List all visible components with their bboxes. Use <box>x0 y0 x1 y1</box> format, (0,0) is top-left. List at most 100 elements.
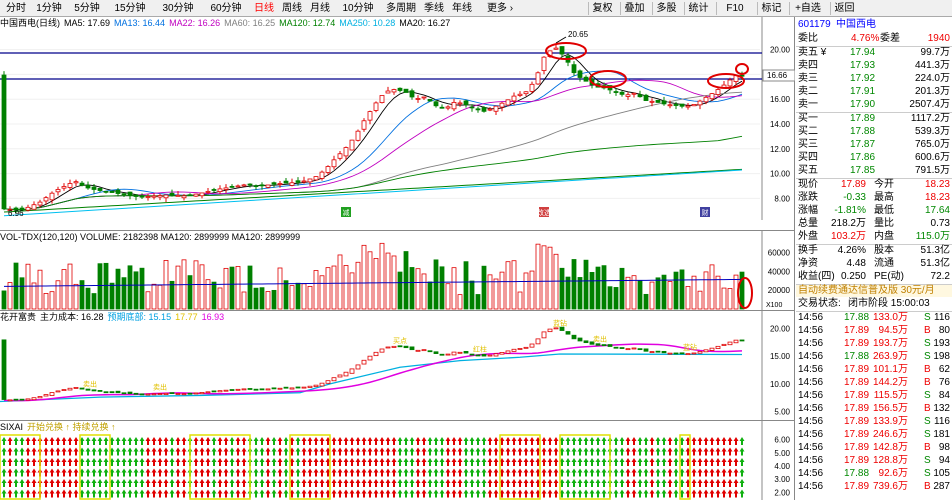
volume-chart[interactable]: 60000 40000 20000 X100 <box>0 231 795 310</box>
signal-arrow <box>739 468 745 477</box>
signal-arrow <box>553 468 559 477</box>
signal-arrow <box>409 437 415 445</box>
signal-arrow <box>103 468 109 477</box>
signal-arrow <box>259 437 265 445</box>
period-tab-5[interactable]: 60分钟 <box>210 3 242 14</box>
indicator1-candle <box>337 374 343 378</box>
signal-arrow <box>655 468 661 477</box>
candle-body <box>265 184 271 188</box>
signal-arrow <box>211 437 217 445</box>
toolbar-button-1[interactable]: 叠加 <box>620 2 648 15</box>
trade-status-value: 闭市阶段 15:00:03 <box>848 298 930 309</box>
indicator-pane-main-cost[interactable]: 20.00 15.00 10.00 5.00 卖出 卖出 买点 红柱 蓝钻 卖出 蓝钻 花开富贵 主力… <box>0 310 795 420</box>
signal-arrow <box>223 479 229 487</box>
toolbar-button-5[interactable]: 标记 <box>757 2 785 15</box>
period-tab-11[interactable]: 季线 <box>424 3 444 14</box>
kline-pane[interactable]: 20.0018.0016.0014.0012.0010.008.0016.662… <box>0 17 795 220</box>
signal-arrow <box>637 479 643 487</box>
signal-arrow <box>577 468 583 477</box>
signal-arrow <box>217 437 223 445</box>
promo-row[interactable]: 自动续费通达信普及版 30元/月 <box>796 285 952 297</box>
signal-arrow <box>583 447 589 456</box>
signal-arrow <box>739 437 745 445</box>
indicator-pane-signals[interactable]: 6.00 5.00 4.00 3.00 2.00 SIXAI 开始兑换 ↑ 持续兑换 ↑ <box>0 420 795 500</box>
tick-time: 14:56 <box>798 442 824 453</box>
signal-arrow <box>373 479 379 487</box>
highlight-circle <box>737 277 753 309</box>
period-tab-3[interactable]: 15分钟 <box>114 3 146 14</box>
candle-body <box>91 186 97 190</box>
indicator1-candle <box>595 343 601 346</box>
stat-row: 总量 218.2万 量比 0.73 <box>796 218 952 230</box>
signal-arrow <box>733 447 739 456</box>
signal-arrow <box>49 489 55 498</box>
volume-bar <box>175 265 181 310</box>
stat-value: 17.89 <box>840 179 866 190</box>
indicator1-annotation: 卖出 <box>153 383 167 392</box>
signal-arrow <box>739 458 745 466</box>
signal-arrow <box>481 468 487 477</box>
signal-arrow <box>133 489 139 498</box>
ma-line <box>3 70 743 211</box>
period-tab-7[interactable]: 周线 <box>282 3 302 14</box>
signal-arrow <box>157 479 163 487</box>
period-tab-13[interactable]: 更多 › <box>486 3 514 14</box>
period-tab-2[interactable]: 5分钟 <box>74 3 100 14</box>
signal-arrow <box>379 479 385 487</box>
signal-arrow <box>145 437 151 445</box>
signal-arrow <box>127 458 133 466</box>
signal-arrow <box>361 437 367 445</box>
signal-arrow <box>277 468 283 477</box>
signal-arrow <box>625 479 631 487</box>
indicator1-candle <box>97 390 103 392</box>
indicator1-candle <box>541 331 547 339</box>
period-tab-9[interactable]: 10分钟 <box>342 3 374 14</box>
volume-bar <box>271 289 277 310</box>
period-tab-8[interactable]: 月线 <box>310 3 330 14</box>
signal-arrow <box>67 437 73 445</box>
period-tab-10[interactable]: 多周期 <box>386 3 416 14</box>
divider <box>796 244 952 245</box>
signal-arrow <box>43 468 49 477</box>
candle-body <box>1 74 7 210</box>
toolbar-button-7[interactable]: 返回 <box>830 2 858 15</box>
period-tab-1[interactable]: 1分钟 <box>36 3 62 14</box>
period-tab-6[interactable]: 日线 <box>254 3 274 14</box>
volume-bar <box>127 265 133 310</box>
signal-chart[interactable]: 6.00 5.00 4.00 3.00 2.00 <box>0 421 795 500</box>
period-tab-4[interactable]: 30分钟 <box>162 3 194 14</box>
signal-arrow <box>643 468 649 477</box>
tick-price: 17.89 <box>844 325 870 336</box>
volume-bar <box>457 294 463 310</box>
indicator1-candle <box>325 380 331 384</box>
signal-arrow <box>97 447 103 456</box>
volume-bar <box>523 272 529 310</box>
candle-body <box>73 181 79 184</box>
tick-side: B <box>924 403 931 414</box>
stat-row: 收益(四) 0.250 PE(动) 72.2 <box>796 271 952 283</box>
toolbar-button-0[interactable]: 复权 <box>588 2 616 15</box>
toolbar-button-4[interactable]: F10 <box>716 2 753 15</box>
toolbar-button-2[interactable]: 多股 <box>652 2 680 15</box>
period-tab-0[interactable]: 分时 <box>6 3 26 14</box>
period-tab-12[interactable]: 年线 <box>452 3 472 14</box>
toolbar-button-3[interactable]: 统计 <box>684 2 712 15</box>
kline-chart[interactable]: 20.0018.0016.0014.0012.0010.008.0016.662… <box>0 17 795 220</box>
signal-arrow <box>367 468 373 477</box>
candle-body <box>445 106 451 109</box>
volume-pane[interactable]: 60000 40000 20000 X100 VOL-TDX(120,120) VOL… <box>0 230 795 310</box>
signal-arrow <box>619 447 625 456</box>
signal-arrow <box>619 458 625 466</box>
signal-arrow <box>133 479 139 487</box>
signal-arrow <box>205 458 211 466</box>
toolbar-button-6[interactable]: +自选 <box>789 2 826 15</box>
candle-body <box>247 183 253 186</box>
indicator1-candle <box>169 392 175 395</box>
signal-arrow <box>457 458 463 466</box>
indicator1-candle <box>91 389 97 392</box>
candle-body <box>157 195 163 198</box>
candle-body <box>103 190 109 193</box>
signal-arrow <box>19 437 25 445</box>
volume-bar <box>559 267 565 310</box>
